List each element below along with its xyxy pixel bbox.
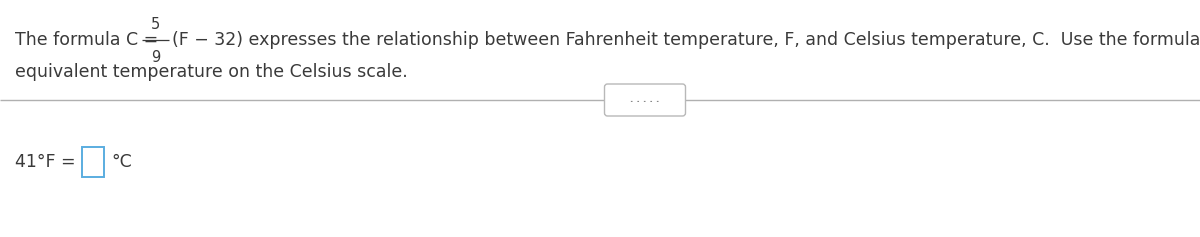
Text: . . . . .: . . . . . [630, 96, 660, 105]
FancyBboxPatch shape [82, 147, 104, 177]
Text: 9: 9 [151, 50, 160, 64]
FancyBboxPatch shape [605, 84, 685, 116]
Text: 41°F =: 41°F = [14, 153, 82, 171]
Text: (F − 32) expresses the relationship between Fahrenheit temperature, F, and Celsi: (F − 32) expresses the relationship betw… [172, 31, 1200, 49]
Text: The formula C =: The formula C = [14, 31, 163, 49]
Text: °C: °C [112, 153, 132, 171]
Text: equivalent temperature on the Celsius scale.: equivalent temperature on the Celsius sc… [14, 63, 408, 81]
Text: 5: 5 [151, 17, 160, 32]
